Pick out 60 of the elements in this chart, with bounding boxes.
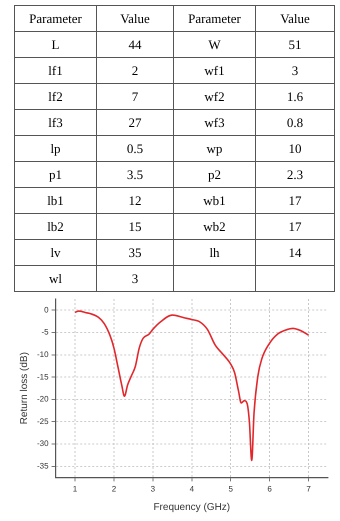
- text: wf3: [174, 110, 256, 136]
- line-series: [74, 310, 310, 462]
- text: Value: [96, 6, 174, 32]
- text: lb2: [14, 214, 96, 240]
- text: 7: [96, 84, 174, 110]
- text: W: [174, 32, 256, 58]
- x-tick-label: 4: [190, 484, 195, 494]
- text: lf2: [14, 84, 96, 110]
- x-tick-label: 5: [228, 484, 234, 494]
- text: p2: [174, 162, 256, 188]
- y-tick-label: -35: [37, 461, 50, 470]
- text: wl: [14, 266, 96, 292]
- text: 14: [256, 240, 334, 266]
- text: p1: [14, 162, 96, 188]
- text: 3: [256, 58, 334, 84]
- y-tick-label: -5: [41, 328, 50, 337]
- x-tick-label: 6: [267, 484, 272, 494]
- text: 12: [96, 188, 174, 214]
- text: Parameter: [14, 6, 96, 32]
- text: lb1: [14, 188, 96, 214]
- y-tick-label: -25: [37, 416, 50, 426]
- text: 3.5: [96, 162, 174, 188]
- text: L: [14, 32, 96, 58]
- text: Parameter: [174, 6, 256, 32]
- text: 3: [96, 266, 174, 292]
- text: 15: [96, 214, 174, 240]
- y-tick-label: -15: [37, 372, 50, 382]
- text: 1.6: [256, 84, 334, 110]
- text: 17: [256, 214, 334, 240]
- text: Value: [256, 6, 334, 32]
- text: lp: [14, 136, 96, 162]
- text: 44: [96, 32, 174, 58]
- text: 35: [96, 240, 174, 266]
- text: 10: [256, 136, 334, 162]
- text: lh: [174, 240, 256, 266]
- text: 17: [256, 188, 334, 214]
- text: wp: [174, 136, 256, 162]
- x-tick-label: 3: [150, 484, 156, 494]
- x-tick-label: 1: [72, 484, 78, 494]
- text: 51: [256, 32, 334, 58]
- text: 0.5: [96, 136, 174, 162]
- text: wf2: [174, 84, 256, 110]
- text: wb1: [174, 188, 256, 214]
- y-tick-label: -20: [37, 394, 50, 404]
- x-tick-label: 7: [306, 484, 312, 494]
- text: 0.8: [256, 110, 334, 136]
- y-axis-title: Return loss (dB): [18, 352, 30, 424]
- text: 27: [96, 110, 174, 136]
- text: lf1: [14, 58, 96, 84]
- text: 2.3: [256, 162, 334, 188]
- y-tick-label: 0: [44, 305, 50, 314]
- y-tick-label: -10: [37, 350, 50, 359]
- text: lv: [14, 240, 96, 266]
- x-tick-label: 2: [112, 484, 117, 494]
- text: wf1: [174, 58, 256, 84]
- text: lf3: [14, 110, 96, 136]
- text: 2: [96, 58, 174, 84]
- text: wb2: [174, 214, 256, 240]
- x-axis-title: Frequency (GHz): [153, 502, 230, 513]
- y-tick-label: -30: [37, 439, 50, 448]
